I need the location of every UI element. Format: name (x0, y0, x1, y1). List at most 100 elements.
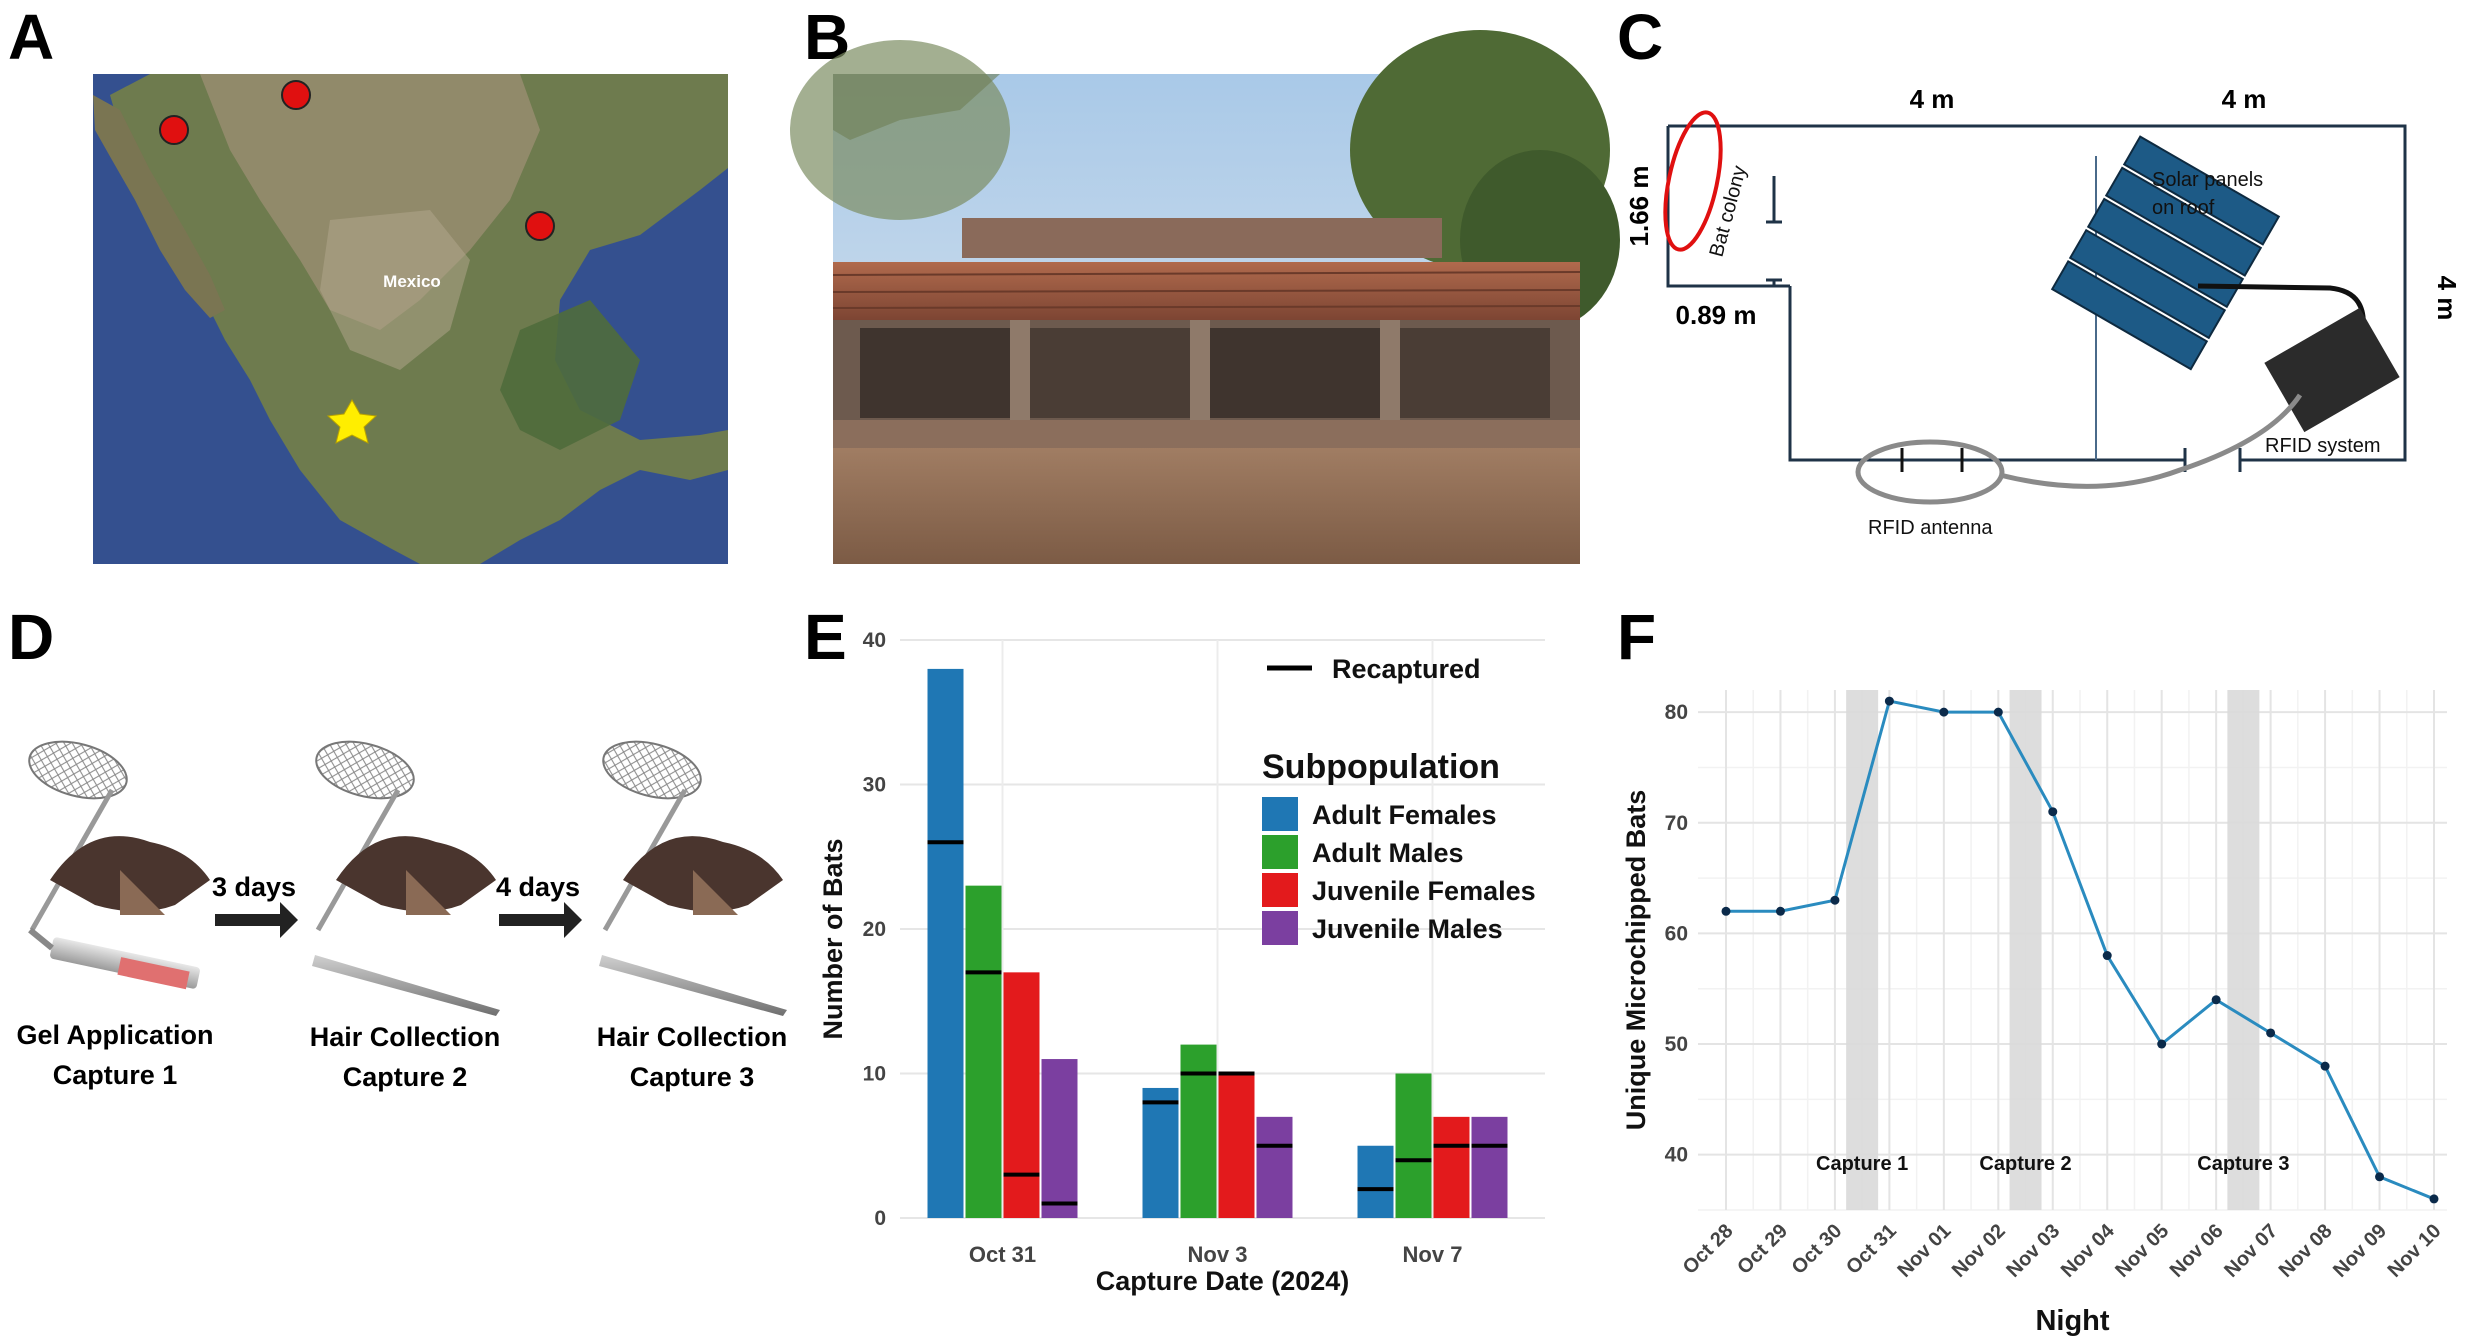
series-line (1726, 699, 2435, 1201)
x-tick-label: Oct 28 (1679, 1220, 1738, 1279)
bar (1142, 1087, 1179, 1218)
data-point (2048, 807, 2058, 817)
data-point (1775, 906, 1785, 916)
wall (1668, 124, 2407, 462)
dimension-label: 1.66 m (1624, 166, 1654, 247)
step1-title: Gel Application (16, 1020, 213, 1050)
x-tick-label: Nov 01 (1893, 1220, 1955, 1282)
solar-panels-label: Solar panels (2152, 169, 2263, 191)
map-baja (93, 95, 225, 318)
capture-night-label: Capture 2 (1979, 1153, 2071, 1175)
dimension-label: 4 m (1910, 84, 1955, 114)
bar (927, 668, 964, 1218)
x-tick-label: Nov 08 (2275, 1220, 2337, 1282)
tweezers-icon (312, 955, 500, 1016)
dimension-label: 0.89 m (1676, 300, 1757, 330)
step2-subtitle: Capture 2 (343, 1062, 468, 1092)
x-tick-label: Oct 31 (969, 1242, 1036, 1267)
map-site-dot (159, 115, 189, 145)
dimension-label: 4 m (2432, 276, 2462, 321)
arrow-right-icon (499, 902, 582, 938)
x-tick-label: Nov 07 (2220, 1220, 2282, 1282)
y-tick-label: 40 (863, 629, 886, 652)
y-tick-label: 50 (1665, 1033, 1688, 1056)
bat-net-icon (315, 740, 496, 932)
data-point (1939, 707, 1949, 717)
y-axis-label: Number of Bats (818, 838, 848, 1039)
data-point (2375, 1172, 2385, 1182)
interval-label: 3 days (212, 872, 296, 902)
bar (1357, 1145, 1394, 1218)
panel-letter-f: F (1617, 601, 1657, 673)
capture-night-label: Capture 3 (2197, 1153, 2289, 1175)
legend-swatch (1262, 911, 1298, 945)
antenna-cable (1999, 393, 2303, 489)
legend-swatch (1262, 797, 1298, 831)
x-tick-label: Nov 09 (2329, 1220, 2391, 1282)
capture-night-band (2009, 690, 2042, 1210)
x-axis-label: Capture Date (2024) (1096, 1266, 1350, 1296)
legend-entry: Juvenile Females (1312, 876, 1536, 906)
syringe-icon (28, 927, 200, 990)
floor-plan: Bat colony Solar panels on roof RFID sys… (1624, 84, 2462, 539)
y-axis-label: Unique Microchipped Bats (1621, 790, 1651, 1131)
legend-entry: Juvenile Males (1312, 914, 1503, 944)
x-tick-label: Oct 29 (1733, 1220, 1792, 1279)
capture-night-band (1846, 690, 1879, 1210)
panel-letter-d: D (8, 601, 55, 673)
data-point (1830, 895, 1840, 905)
step3-title: Hair Collection (597, 1022, 788, 1052)
step3-subtitle: Capture 3 (630, 1062, 755, 1092)
rfid-antenna-icon (1855, 439, 2005, 505)
map-site-dot (281, 80, 311, 110)
bat-net-icon (28, 740, 210, 932)
bar (1471, 1116, 1508, 1218)
data-point (1993, 707, 2003, 717)
legend-swatch (1262, 835, 1298, 869)
bar (1395, 1073, 1432, 1218)
map-arid (200, 74, 540, 330)
data-point (2102, 951, 2112, 961)
x-tick-label: Nov 06 (2166, 1220, 2228, 1282)
panel-letter-a: A (8, 1, 55, 73)
x-axis-label: Night (2035, 1305, 2109, 1337)
y-tick-label: 30 (863, 774, 886, 797)
legend-entry: Adult Males (1312, 838, 1464, 868)
bar (965, 885, 1002, 1218)
capture-night-band (2227, 690, 2260, 1210)
data-point (1884, 696, 1894, 706)
bar (1218, 1073, 1255, 1218)
data-point (1721, 906, 1731, 916)
data-point (2266, 1028, 2276, 1038)
panel-letter-e: E (804, 601, 847, 673)
data-point (2429, 1194, 2439, 1204)
solar-panels-icon (2050, 135, 2281, 371)
map-lowlands (500, 300, 640, 450)
legend-recaptured-label: Recaptured (1332, 654, 1481, 684)
step2-title: Hair Collection (310, 1022, 501, 1052)
legend-swatch (1262, 873, 1298, 907)
x-tick-label: Nov 10 (2384, 1220, 2446, 1282)
y-tick-label: 20 (863, 918, 886, 941)
x-tick-label: Oct 31 (1842, 1220, 1901, 1279)
y-tick-label: 10 (863, 1063, 886, 1086)
legend-title: Subpopulation (1262, 748, 1500, 786)
x-tick-label: Nov 05 (2111, 1220, 2173, 1282)
rfid-antenna-label: RFID antenna (1868, 517, 1993, 539)
bar (1041, 1059, 1078, 1218)
protocol-panel: Gel Application Capture 1 3 days Hair Co… (16, 740, 788, 1092)
capture-night-label: Capture 1 (1816, 1153, 1908, 1175)
x-tick-label: Nov 03 (2002, 1220, 2064, 1282)
y-tick-label: 60 (1665, 922, 1688, 945)
x-tick-label: Nov 3 (1188, 1242, 1248, 1267)
study-site-star-icon (326, 398, 378, 444)
x-tick-label: Nov 7 (1403, 1242, 1463, 1267)
bat-colony-ellipse (1663, 110, 1723, 252)
map-country-label: Mexico (383, 272, 441, 291)
dimension-label: 4 m (2222, 84, 2267, 114)
y-tick-label: 40 (1665, 1144, 1688, 1167)
step1-subtitle: Capture 1 (53, 1060, 178, 1090)
rfid-system-label: RFID system (2265, 435, 2381, 457)
y-tick-label: 70 (1665, 812, 1688, 835)
